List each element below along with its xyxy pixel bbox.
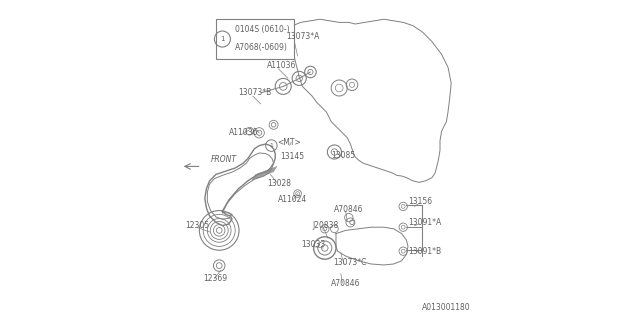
Text: A7068(-0609): A7068(-0609)	[236, 43, 288, 52]
Text: A11036: A11036	[229, 128, 258, 137]
Text: 13028: 13028	[268, 180, 291, 188]
Text: A11024: A11024	[278, 196, 308, 204]
Text: FRONT: FRONT	[211, 155, 237, 164]
Text: A70846: A70846	[334, 205, 364, 214]
Text: 13091*B: 13091*B	[408, 247, 441, 256]
Text: 13091*A: 13091*A	[408, 218, 441, 227]
Text: 12305: 12305	[186, 221, 210, 230]
Text: 1: 1	[269, 143, 273, 148]
FancyBboxPatch shape	[216, 19, 294, 59]
Text: 13073*A: 13073*A	[287, 32, 320, 41]
Text: 13033: 13033	[301, 240, 325, 249]
Text: 13073*B: 13073*B	[239, 88, 271, 97]
Text: A013001180: A013001180	[422, 303, 470, 312]
Text: A11036: A11036	[268, 61, 296, 70]
Text: 1: 1	[220, 36, 225, 42]
Text: 13156: 13156	[408, 197, 432, 206]
Text: 12369: 12369	[204, 274, 227, 283]
Text: J20838: J20838	[312, 221, 339, 230]
Text: 13073*C: 13073*C	[333, 258, 366, 267]
Text: 13145: 13145	[280, 152, 304, 161]
Text: <MT>: <MT>	[277, 138, 301, 147]
Text: 13085: 13085	[332, 151, 355, 160]
Text: 0104S (0610-): 0104S (0610-)	[236, 25, 290, 34]
Text: A70846: A70846	[332, 279, 361, 288]
